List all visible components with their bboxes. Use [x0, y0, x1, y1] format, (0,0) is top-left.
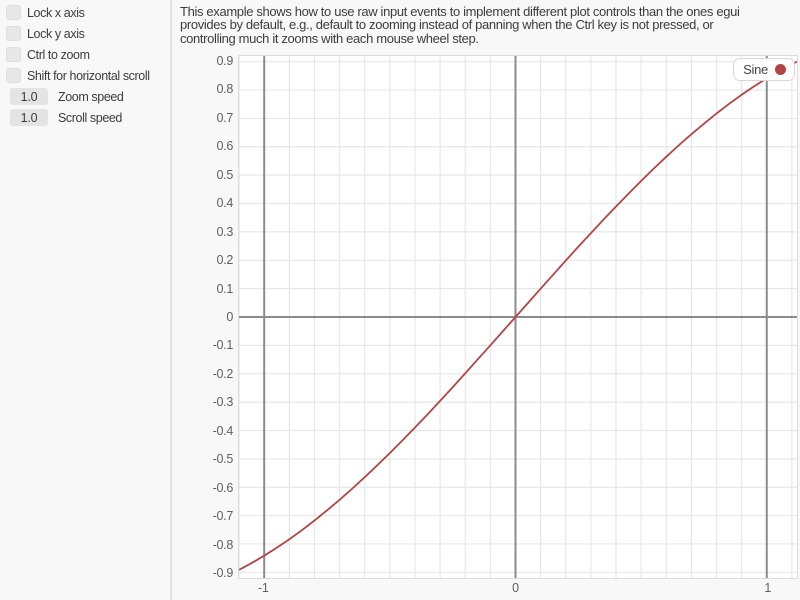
y-tick-label: -0.8 — [212, 537, 234, 552]
checkbox-label: Lock y axis — [27, 26, 85, 41]
plot-area[interactable]: Sine — [238, 55, 798, 579]
plot-canvas[interactable] — [239, 56, 797, 578]
panel-separator[interactable] — [170, 0, 172, 600]
series-line-sine — [239, 60, 797, 571]
y-tick-label: 0.1 — [216, 281, 234, 296]
description: This example shows how to use raw input … — [180, 4, 798, 46]
description-line: provides by default, e.g., default to zo… — [180, 17, 714, 33]
checkbox-label: Ctrl to zoom — [27, 47, 90, 62]
y-tick-label: -0.1 — [212, 338, 234, 353]
checkbox-label: Shift for horizontal scroll — [27, 68, 150, 83]
checkbox-box[interactable] — [6, 5, 21, 20]
y-tick-label: 0.8 — [216, 82, 234, 97]
y-tick-label: 0.3 — [216, 224, 234, 239]
y-tick-label: -0.5 — [212, 452, 234, 467]
y-tick-label: -0.3 — [212, 395, 234, 410]
zoom-speed-drag-value[interactable]: 1.0 — [10, 88, 48, 105]
checkbox-box[interactable] — [6, 47, 21, 62]
legend-color-dot — [775, 64, 786, 75]
sidebar: Lock x axis Lock y axis Ctrl to zoom Shi… — [0, 0, 170, 600]
y-tick-label: -0.6 — [212, 480, 234, 495]
legend[interactable]: Sine — [733, 58, 795, 81]
checkbox-shift-horizontal-scroll[interactable]: Shift for horizontal scroll — [6, 67, 170, 84]
checkbox-box[interactable] — [6, 68, 21, 83]
y-tick-label: 0.4 — [216, 196, 234, 211]
y-tick-label: 0.2 — [216, 253, 234, 268]
scroll-speed-row: 1.0 Scroll speed — [6, 109, 170, 126]
description-line: This example shows how to use raw input … — [180, 4, 740, 19]
x-tick-label: 1 — [764, 581, 772, 595]
legend-label: Sine — [743, 62, 768, 77]
y-tick-label: 0.5 — [216, 167, 234, 182]
x-tick-label: 0 — [512, 581, 519, 595]
y-tick-label: 0.6 — [216, 139, 234, 154]
y-tick-label: 0 — [226, 310, 233, 324]
y-tick-label: -0.7 — [212, 509, 234, 524]
zoom-speed-row: 1.0 Zoom speed — [6, 88, 170, 105]
drag-value-label: Scroll speed — [58, 110, 122, 125]
drag-value-label: Zoom speed — [58, 89, 124, 104]
description-line: controlling much it zooms with each mous… — [180, 30, 479, 46]
checkbox-box[interactable] — [6, 26, 21, 41]
x-tick-label: -1 — [257, 581, 269, 595]
y-tick-label: -0.9 — [212, 566, 234, 581]
checkbox-label: Lock x axis — [27, 5, 85, 20]
y-tick-label: 0.7 — [216, 110, 234, 125]
y-tick-label: -0.2 — [212, 366, 234, 381]
checkbox-ctrl-to-zoom[interactable]: Ctrl to zoom — [6, 46, 170, 63]
scroll-speed-drag-value[interactable]: 1.0 — [10, 109, 48, 126]
y-tick-label: -0.4 — [212, 423, 234, 438]
checkbox-lock-x-axis[interactable]: Lock x axis — [6, 4, 170, 21]
checkbox-lock-y-axis[interactable]: Lock y axis — [6, 25, 170, 42]
y-tick-label: 0.9 — [216, 53, 234, 68]
